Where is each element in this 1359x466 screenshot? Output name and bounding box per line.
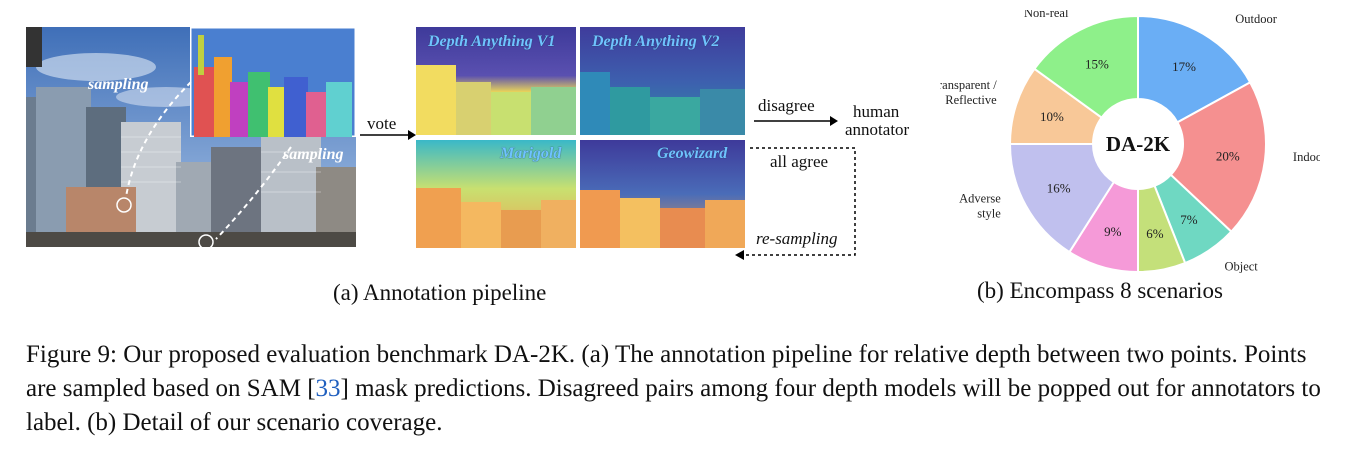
slice-category-label: Non-real bbox=[1024, 10, 1069, 20]
slice-category-label: Indoor bbox=[1293, 150, 1320, 164]
caption-text: ] mask predictions. Disagreed pairs amon… bbox=[26, 375, 1321, 436]
scenario-donut-chart: DA-2K 17%Outdoor20%Indoor7%Object6%Under… bbox=[940, 10, 1320, 273]
depth-panel-marigold bbox=[416, 140, 576, 248]
donut-center-label: DA-2K bbox=[1106, 132, 1171, 156]
depth-panel-geowizard bbox=[580, 140, 745, 248]
sample-point-icon bbox=[116, 197, 132, 213]
sampling-label: sampling bbox=[283, 146, 344, 163]
slice-category-label: Adverse style bbox=[959, 192, 1001, 221]
citation-link[interactable]: 33 bbox=[315, 375, 341, 402]
sampling-arrows bbox=[116, 81, 292, 247]
disagree-label: disagree bbox=[758, 96, 815, 115]
slice-value-label: 10% bbox=[1040, 109, 1064, 124]
model-title: Depth Anything V2 bbox=[592, 33, 720, 50]
resampling-label: re-sampling bbox=[756, 229, 838, 248]
slice-value-label: 15% bbox=[1085, 56, 1109, 71]
all-agree-label: all agree bbox=[770, 152, 829, 171]
slice-value-label: 6% bbox=[1146, 226, 1164, 241]
donut-slice-outdoor bbox=[1137, 14, 1252, 124]
donut-hole bbox=[1093, 99, 1183, 189]
vote-arrow bbox=[360, 130, 416, 140]
model-title: Marigold bbox=[500, 145, 562, 162]
human-annotator-label: annotator bbox=[845, 120, 910, 139]
slice-value-label: 20% bbox=[1216, 148, 1240, 163]
sample-point-icon bbox=[198, 234, 214, 247]
depth-panel-v2 bbox=[580, 27, 745, 135]
slice-category-label: Transparent /Reflective bbox=[940, 78, 997, 107]
figure-caption: Figure 9: Our proposed evaluation benchm… bbox=[26, 338, 1336, 440]
vote-label: vote bbox=[367, 114, 397, 133]
subcaption-b: (b) Encompass 8 scenarios bbox=[977, 278, 1223, 303]
model-title: Depth Anything V1 bbox=[428, 33, 556, 50]
depth-panel-v1 bbox=[416, 27, 576, 135]
sam-mask-inset bbox=[190, 27, 356, 137]
slice-value-label: 17% bbox=[1172, 59, 1196, 74]
slice-value-label: 9% bbox=[1104, 224, 1122, 239]
sampling-label: sampling bbox=[88, 76, 149, 93]
slice-value-label: 7% bbox=[1180, 212, 1198, 227]
slice-category-label: Object bbox=[1224, 259, 1258, 273]
resampling-loop bbox=[735, 147, 856, 260]
human-annotator-label: human bbox=[853, 102, 900, 121]
caption-text: Figure 9: Our proposed evaluation benchm… bbox=[26, 341, 1307, 402]
model-title: Geowizard bbox=[657, 145, 728, 162]
slice-value-label: 16% bbox=[1047, 181, 1071, 196]
slice-category-label: Outdoor bbox=[1235, 12, 1278, 26]
disagree-arrow bbox=[754, 116, 838, 126]
subcaption-a: (a) Annotation pipeline bbox=[333, 280, 547, 305]
